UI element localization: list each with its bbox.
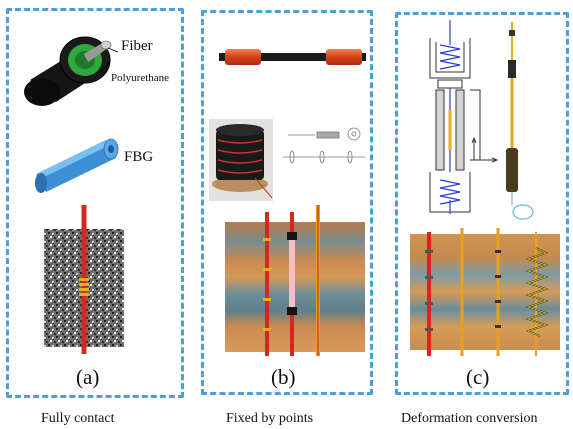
- panel-c-letter: (c): [466, 365, 490, 389]
- fbg-label: FBG: [124, 149, 154, 165]
- caption-fully-contact: Fully contact: [41, 411, 115, 426]
- deformation-conversion-schematic: [429, 20, 499, 214]
- cable-spool-photo: [209, 119, 273, 201]
- panel-a-border: [6, 8, 184, 398]
- caption-deformation-conversion: Deformation conversion: [401, 411, 538, 426]
- rock-sample-c: [410, 228, 560, 356]
- sensor-probe: [506, 22, 534, 220]
- anchor-parts-schematic: [283, 127, 365, 164]
- fbg-tube: [35, 138, 119, 193]
- fiber-cable-cross-section: [24, 36, 119, 106]
- fiber-label: Fiber: [121, 38, 153, 54]
- rock-sample-b: [225, 205, 365, 356]
- panel-c-border: [395, 12, 569, 395]
- panel-b-letter: (b): [271, 365, 296, 389]
- anchored-fiber-b: [219, 49, 366, 65]
- caption-fixed-by-points: Fixed by points: [226, 411, 314, 426]
- panel-b-border: [201, 10, 373, 395]
- panel-a-letter: (a): [76, 365, 100, 389]
- granite-sample-a: [44, 205, 124, 354]
- polyurethane-label: Polyurethane: [111, 72, 170, 84]
